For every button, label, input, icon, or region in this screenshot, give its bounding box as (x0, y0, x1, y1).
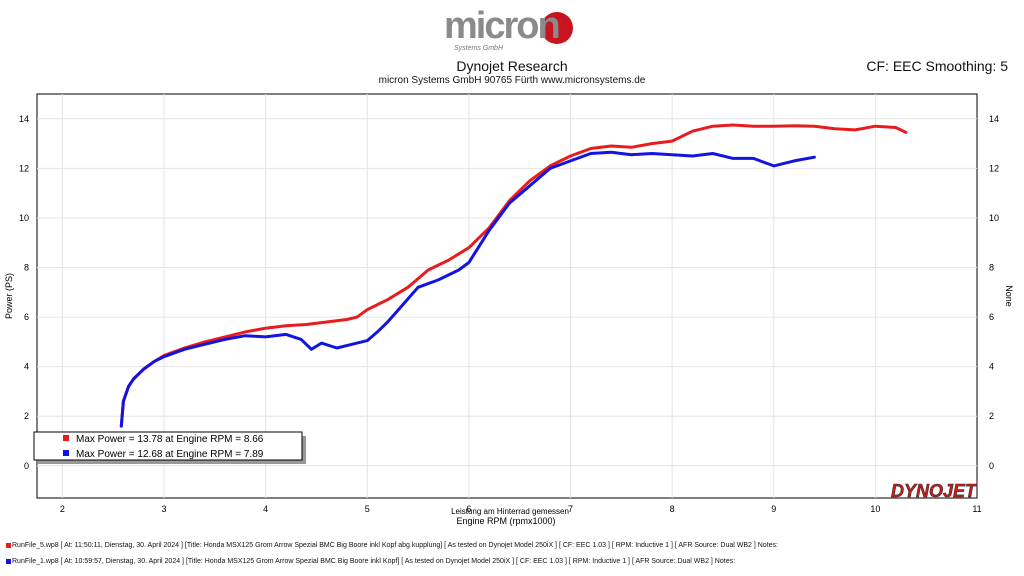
y-tick-label: 12 (19, 163, 29, 173)
y-tick-label: 0 (24, 461, 29, 471)
y-tick-label-right: 0 (989, 461, 994, 471)
run-color-marker (6, 558, 11, 564)
legend-marker-2 (63, 450, 69, 456)
y-tick-label-right: 14 (989, 114, 999, 124)
run-info-row-2: RunFile_1.wp8 [ At: 10:59:57, Dienstag, … (6, 558, 735, 565)
y-axis-title: Power (PS) (4, 273, 14, 319)
y-tick-label: 4 (24, 362, 29, 372)
power-series-line-2 (119, 150, 816, 428)
y-tick-label-right: 8 (989, 262, 994, 272)
run-color-marker (6, 542, 11, 548)
x-tick-label: 6 (466, 504, 471, 514)
y-tick-label-right: 2 (989, 411, 994, 421)
micron-logo: micron Systems GmbH (444, 6, 573, 52)
run-info-text: RunFile_5.wp8 [ At: 11:50:11, Dienstag, … (12, 542, 778, 549)
x-tick-label: 3 (162, 504, 167, 514)
correction-factor-label: CF: EEC Smoothing: 5 (866, 58, 1008, 74)
legend-box (33, 431, 303, 461)
x-tick-label: 2 (60, 504, 65, 514)
y-tick-label-right: 12 (989, 163, 999, 173)
logo-text: micron (444, 6, 559, 47)
run-info-text: RunFile_1.wp8 [ At: 10:59:57, Dienstag, … (12, 558, 736, 565)
x-axis-title-top: Leistung am Hinterrad gemessen (451, 507, 569, 516)
y-axis-title-right: None (1004, 285, 1014, 307)
chart-header-subtitle: micron Systems GmbH 90765 Fürth www.micr… (378, 75, 646, 86)
y-tick-label: 6 (24, 312, 29, 322)
x-tick-label: 10 (870, 504, 880, 514)
y-tick-label: 8 (24, 262, 29, 272)
dynojet-watermark: DYNOJET (891, 481, 978, 501)
x-tick-label: 11 (972, 504, 981, 514)
y-tick-label: 14 (19, 114, 29, 124)
series-group (119, 123, 908, 428)
y-tick-label-right: 10 (989, 213, 999, 223)
plot-frame (36, 93, 978, 499)
y-tick-label-right: 4 (989, 362, 994, 372)
x-tick-label: 9 (771, 504, 776, 514)
axis-ticks: 2 3 4 5 6 7 8 9 10 11 0 0 2 2 4 4 6 6 8 8 10 10 12 12 14 14 (19, 114, 999, 514)
x-axis-title: Engine RPM (rpmx1000) (456, 516, 555, 526)
chart-header-title: Dynojet Research (456, 58, 568, 74)
y-tick-label: 10 (19, 213, 29, 223)
y-tick-label-right: 6 (989, 312, 994, 322)
x-tick-label: 4 (263, 504, 268, 514)
x-tick-label: 5 (365, 504, 370, 514)
logo-subtext: Systems GmbH (454, 45, 504, 52)
grid-lines (37, 94, 977, 498)
legend-entry-1: Max Power = 13.78 at Engine RPM = 8.66 (76, 434, 264, 445)
x-tick-label: 7 (568, 504, 573, 514)
power-series-line-1 (119, 123, 908, 428)
x-tick-label: 8 (670, 504, 675, 514)
run-info-row-1: RunFile_5.wp8 [ At: 11:50:11, Dienstag, … (6, 542, 778, 549)
legend-marker-1 (63, 435, 69, 441)
legend-entry-2: Max Power = 12.68 at Engine RPM = 7.89 (76, 449, 264, 460)
y-tick-label: 2 (24, 411, 29, 421)
